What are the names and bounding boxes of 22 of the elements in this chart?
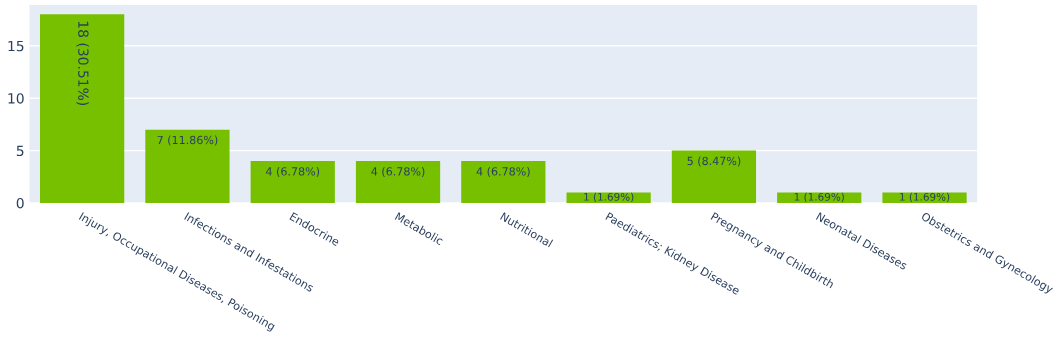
data-label: 18 (30.51%) xyxy=(76,21,89,105)
data-label: 4 (6.78%) xyxy=(265,167,320,177)
bar xyxy=(40,14,125,203)
y-tick-label: 10 xyxy=(8,93,24,104)
data-label: 7 (11.86%) xyxy=(157,135,218,146)
y-tick-label: 15 xyxy=(8,40,24,52)
bar xyxy=(145,129,230,203)
bar xyxy=(777,192,862,203)
bar xyxy=(461,161,546,203)
data-label: 4 (6.78%) xyxy=(371,167,425,177)
bar xyxy=(882,192,967,203)
data-label: 1 (1.69%) xyxy=(794,192,844,202)
bar xyxy=(671,150,757,203)
data-label: 1 (1.69%) xyxy=(584,192,634,202)
bar xyxy=(566,192,651,203)
y-tick-label: 5 xyxy=(16,145,24,157)
data-label: 1 (1.69%) xyxy=(900,192,950,202)
data-label: 5 (8.47%) xyxy=(687,156,741,167)
bar xyxy=(250,161,335,203)
bar xyxy=(355,161,441,203)
y-tick-label: 0 xyxy=(16,197,24,209)
data-label: 4 (6.78%) xyxy=(476,167,530,177)
